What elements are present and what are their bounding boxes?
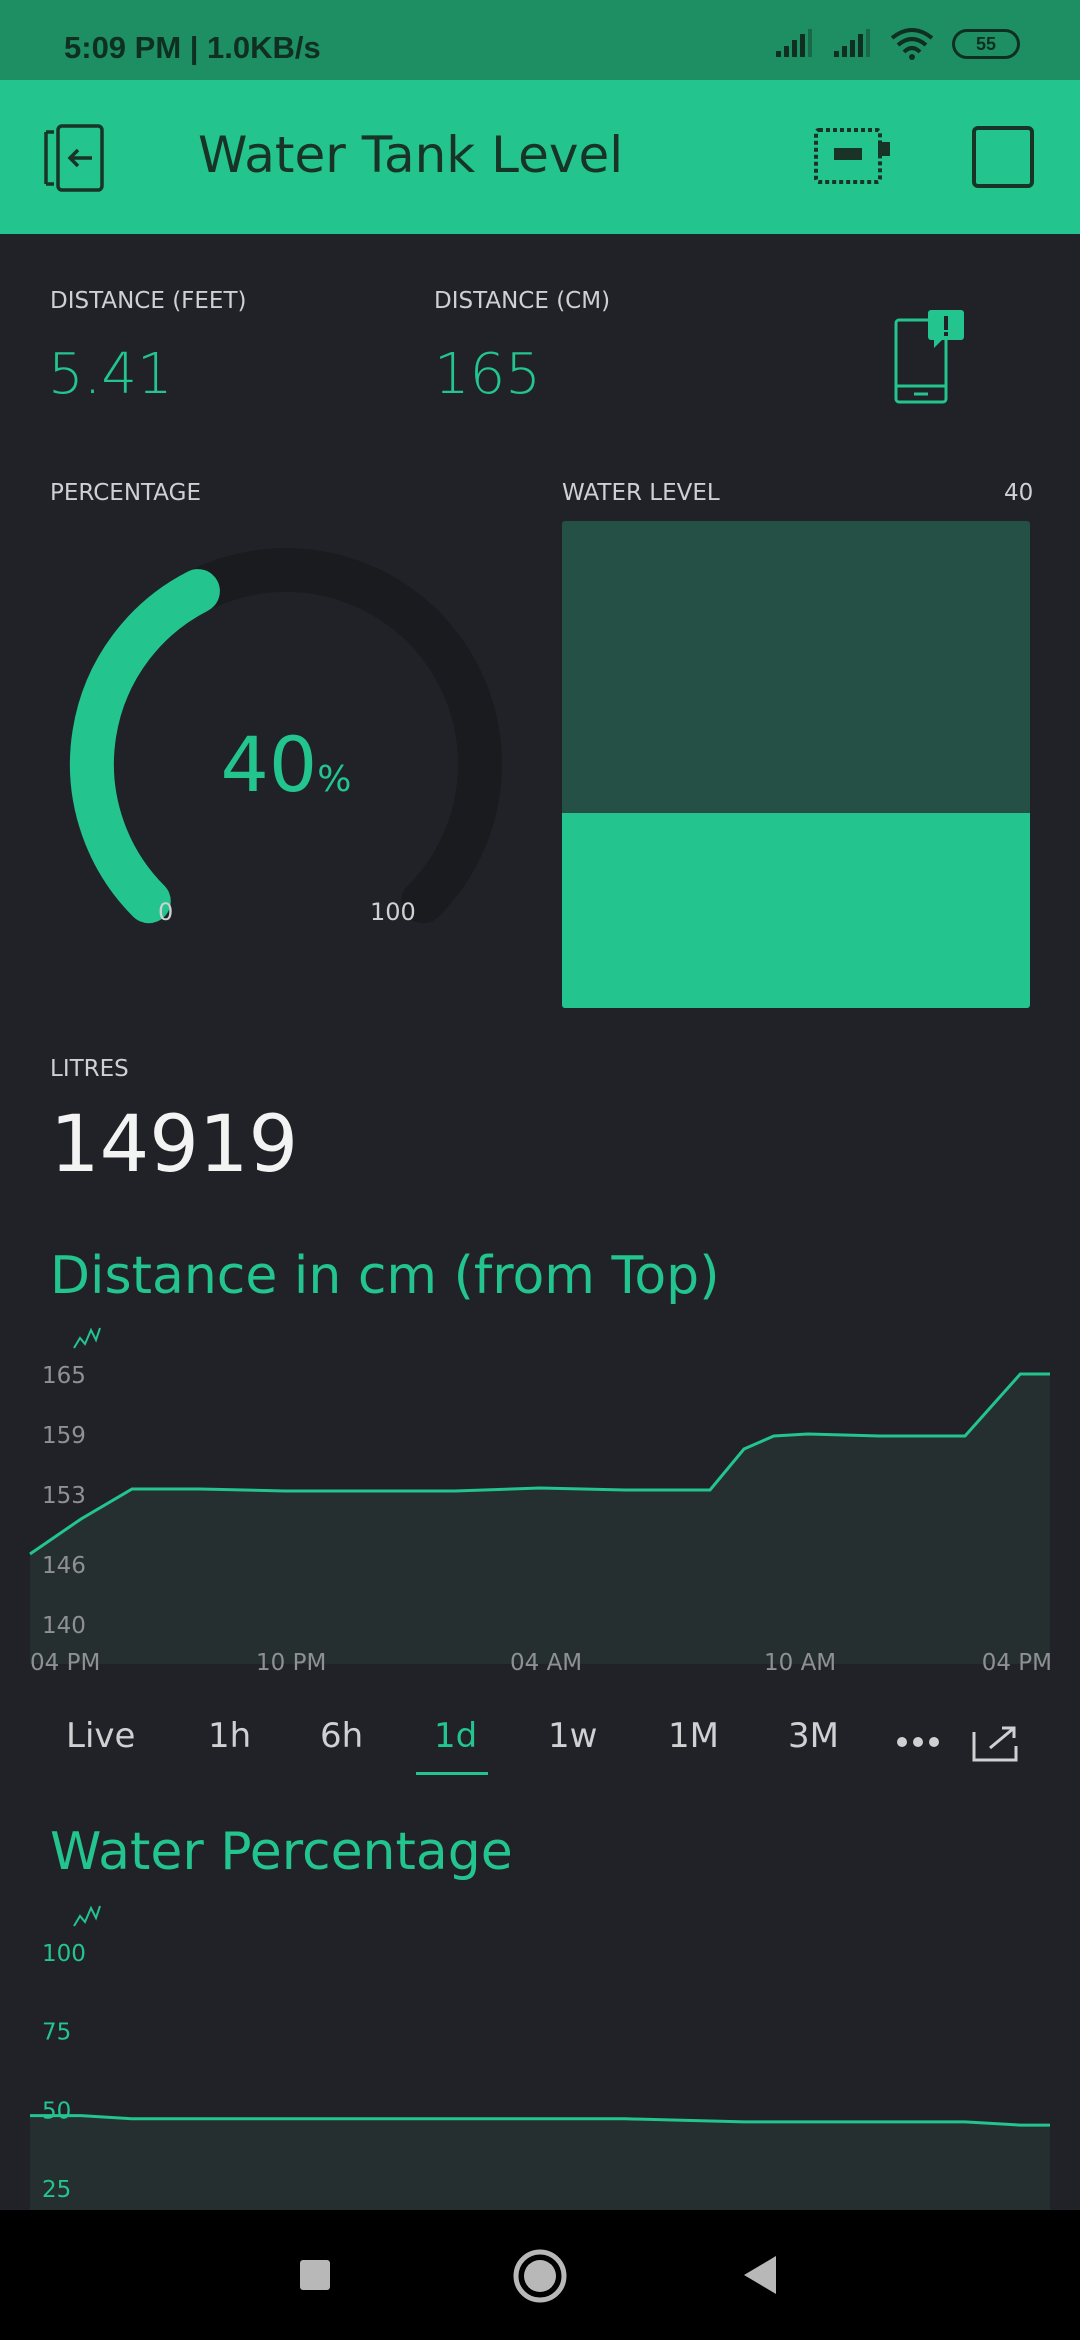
y-tick-label: 146 — [42, 1553, 86, 1579]
navigation-bar — [0, 2210, 1080, 2340]
active-tab-indicator — [416, 1772, 488, 1775]
time-range-tabs: Live 1h 6h 1d 1w 1M 3M — [0, 1706, 1080, 1776]
gauge-value: 40% — [220, 720, 352, 809]
tab-6h[interactable]: 6h — [320, 1716, 364, 1756]
app-header: Water Tank Level — [0, 80, 1080, 234]
status-time: 5:09 PM | 1.0KB/s — [64, 30, 321, 65]
distance-cm-label: DISTANCE (CM) — [434, 288, 611, 314]
chart-line-icon — [73, 1905, 101, 1927]
battery-icon: 55 — [952, 29, 1020, 59]
litres-label: LITRES — [50, 1056, 129, 1082]
y-tick-label: 165 — [42, 1363, 86, 1389]
y-tick-label: 50 — [42, 2098, 71, 2124]
signal-icon — [834, 29, 870, 57]
logout-icon[interactable] — [40, 122, 112, 194]
tab-1h[interactable]: 1h — [208, 1716, 252, 1756]
status-bar: 5:09 PM | 1.0KB/s 55 — [0, 0, 1080, 80]
water-percentage-chart[interactable]: 100 75 50 25 — [0, 1930, 1080, 2210]
tab-1w[interactable]: 1w — [548, 1716, 598, 1756]
series-area — [30, 2115, 1050, 2210]
y-tick-label: 153 — [42, 1483, 86, 1509]
square-icon[interactable] — [972, 126, 1034, 188]
status-icons: 55 — [774, 28, 1020, 60]
litres-value: 14919 — [50, 1100, 299, 1190]
device-icon[interactable] — [812, 124, 892, 188]
back-icon[interactable] — [740, 2254, 780, 2296]
x-tick-label: 04 PM — [30, 1650, 100, 1676]
percentage-gauge: 40% 0 100 — [46, 520, 526, 940]
distance-feet-value: 5.41 — [48, 342, 173, 407]
more-horizontal-icon[interactable] — [896, 1736, 940, 1748]
chart2-title: Water Percentage — [50, 1822, 513, 1882]
tab-1m[interactable]: 1M — [668, 1716, 719, 1756]
tab-live[interactable]: Live — [66, 1716, 136, 1756]
series-line — [29, 1372, 1050, 1556]
chart-line-icon — [73, 1327, 101, 1349]
x-tick-label: 10 PM — [256, 1650, 326, 1676]
water-level-value: 40 — [1004, 480, 1034, 506]
chart1-title: Distance in cm (from Top) — [50, 1246, 720, 1306]
series-area — [30, 1374, 1050, 1664]
gauge-max: 100 — [370, 898, 416, 926]
y-tick-label: 25 — [42, 2177, 71, 2203]
external-link-icon[interactable] — [970, 1724, 1020, 1764]
distance-chart[interactable]: 165 159 153 146 140 04 PM 10 PM 04 AM 10 AM 04 P… — [0, 1350, 1080, 1676]
distance-feet-label: DISTANCE (FEET) — [50, 288, 247, 314]
tab-1d[interactable]: 1d — [434, 1716, 478, 1756]
recent-apps-icon[interactable] — [298, 2258, 332, 2292]
series-line — [30, 2114, 1050, 2127]
y-tick-label: 159 — [42, 1423, 86, 1449]
y-tick-label: 75 — [42, 2020, 71, 2046]
water-level-bar — [562, 521, 1030, 1008]
x-tick-label: 04 AM — [510, 1650, 582, 1676]
signal-icon — [776, 29, 812, 57]
home-icon[interactable] — [512, 2248, 568, 2304]
water-level-fill — [562, 813, 1030, 1008]
y-tick-label: 100 — [42, 1941, 86, 1967]
page-title: Water Tank Level — [198, 126, 624, 184]
distance-cm-value: 165 — [434, 342, 541, 407]
y-tick-label: 140 — [42, 1613, 86, 1639]
gauge-min: 0 — [158, 898, 174, 926]
tab-3m[interactable]: 3M — [788, 1716, 839, 1756]
gauge-fill — [69, 569, 220, 924]
percentage-label: PERCENTAGE — [50, 480, 201, 506]
x-tick-label: 10 AM — [764, 1650, 836, 1676]
wifi-icon — [890, 28, 934, 60]
x-tick-label: 04 PM — [982, 1650, 1052, 1676]
phone-notification-icon[interactable] — [890, 306, 970, 406]
water-level-label: WATER LEVEL — [562, 480, 720, 506]
